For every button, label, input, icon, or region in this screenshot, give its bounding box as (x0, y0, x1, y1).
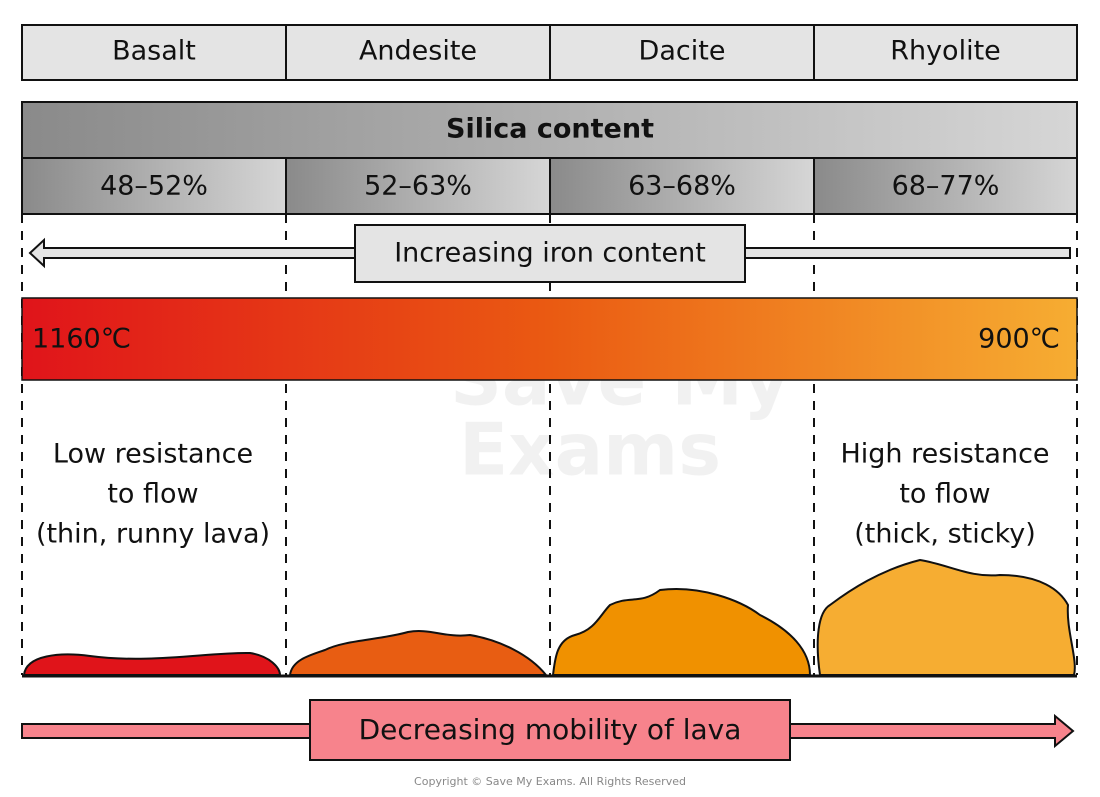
rhyolite-lava (816, 558, 1076, 676)
iron-label: Increasing iron content (394, 238, 706, 269)
silica-title: Silica content (446, 114, 654, 145)
silica-cell (813, 157, 1078, 215)
rock-type: Basalt (112, 36, 196, 67)
silica-range: 63–68% (628, 171, 736, 202)
descriptions: Low resistance to flow (thin, runny lava) H… (36, 439, 1050, 550)
description: (thick, sticky) (854, 519, 1036, 550)
mobility-label-box (309, 699, 791, 761)
temperature-high: 1160℃ (32, 324, 131, 355)
basalt-lava (22, 651, 282, 676)
rock-type-row: Basalt Andesite Dacite Rhyolite (21, 24, 1078, 81)
dacite-lava (551, 588, 812, 676)
description: High resistance (840, 439, 1049, 470)
description: Low resistance (53, 439, 253, 470)
rock-type-cell (285, 24, 551, 81)
description: to flow (107, 479, 198, 510)
silica-range: 52–63% (364, 171, 472, 202)
silica-row: 48–52% 52–63% 63–68% 68–77% (21, 157, 1078, 215)
iron-label-box (354, 224, 746, 283)
mobility-label: Decreasing mobility of lava (359, 713, 742, 746)
rock-type-cell (549, 24, 815, 81)
silica-cell (549, 157, 815, 215)
rock-type: Andesite (359, 36, 477, 67)
rock-type-cell (21, 24, 287, 81)
silica-range: 68–77% (892, 171, 1000, 202)
rock-type: Rhyolite (890, 36, 1001, 67)
rock-type: Dacite (639, 36, 726, 67)
description: to flow (899, 479, 990, 510)
silica-range: 48–52% (100, 171, 208, 202)
andesite-lava (288, 630, 549, 676)
dividers (21, 214, 1078, 675)
watermark: Exams (459, 408, 721, 492)
silica-cell (21, 157, 287, 215)
rock-type-cell (813, 24, 1078, 81)
description: (thin, runny lava) (36, 519, 270, 550)
temperature-bar (21, 297, 1078, 381)
copyright: Copyright © Save My Exams. All Rights Re… (414, 775, 686, 788)
temperature-low: 900℃ (978, 324, 1060, 355)
